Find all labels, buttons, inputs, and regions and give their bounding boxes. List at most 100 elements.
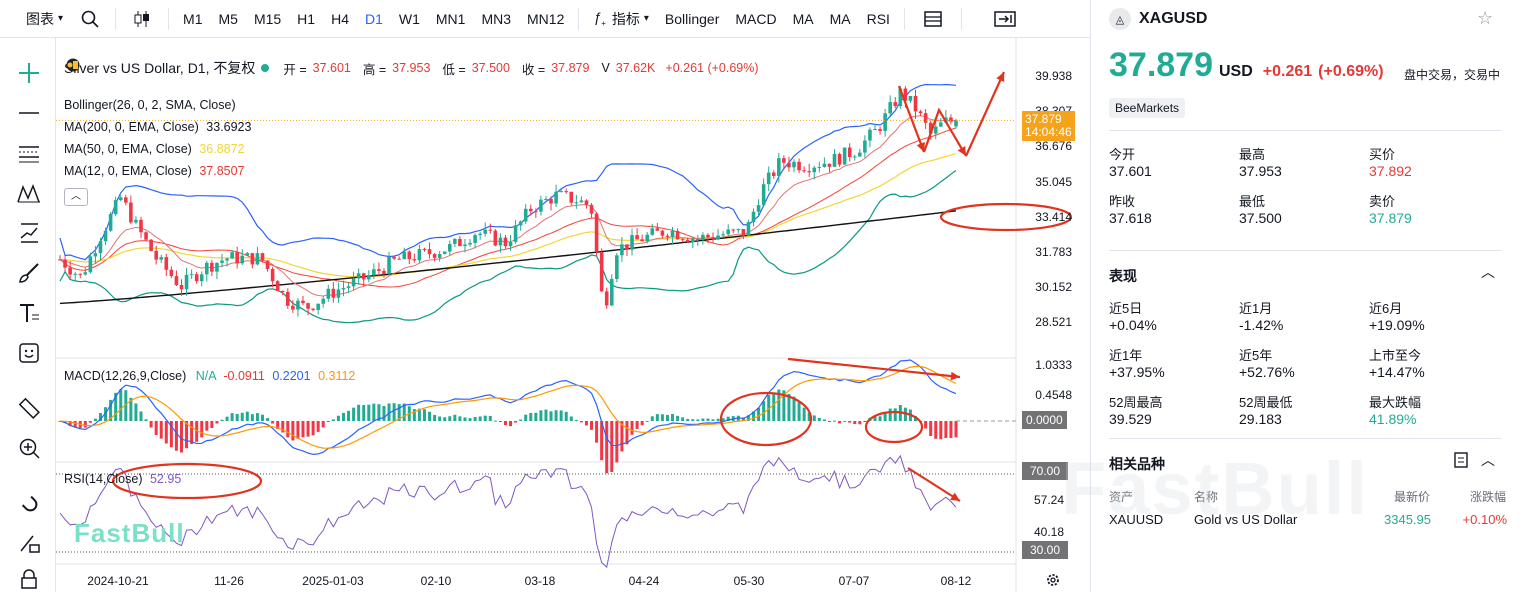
timeframe-mn1[interactable]: MN1 <box>435 10 466 27</box>
channel-tool[interactable] <box>14 138 44 168</box>
candle-body <box>164 257 169 270</box>
line-tool[interactable] <box>14 98 44 128</box>
trend-line-icon <box>19 112 39 114</box>
brush-tool[interactable] <box>14 258 44 288</box>
indicator-rsi[interactable]: RSI <box>866 10 890 27</box>
candle-body <box>402 251 407 260</box>
candle-body <box>149 239 153 251</box>
macd-hist-bar <box>716 418 720 421</box>
lock-drawings-tool[interactable] <box>14 528 44 558</box>
macd-hist-bar <box>377 404 381 421</box>
macd-legend[interactable]: MACD(12,26,9,Close) N/A -0.0911 0.2201 0… <box>64 369 355 383</box>
candle-style-button[interactable] <box>122 0 162 38</box>
candle-body <box>463 244 467 247</box>
macd-hist-bar <box>853 421 857 425</box>
chevron-down-icon: ▾ <box>643 13 649 24</box>
indicator-macd[interactable]: MACD <box>735 10 777 27</box>
related-name: Gold vs US Dollar <box>1194 512 1298 527</box>
ma12-legend[interactable]: MA(12, 0, EMA, Close) 37.8507 <box>64 164 245 178</box>
lock-tool[interactable] <box>14 566 44 592</box>
emoji-tool[interactable] <box>14 338 44 368</box>
timeframe-m15[interactable]: M15 <box>253 10 282 27</box>
timeframe-mn3[interactable]: MN3 <box>481 10 512 27</box>
price-chart[interactable] <box>56 38 1090 592</box>
timeframe-m5[interactable]: M5 <box>218 10 238 27</box>
pattern-tool[interactable] <box>14 178 44 208</box>
candle-body <box>144 232 148 240</box>
ma200-legend[interactable]: MA(200, 0, EMA, Close) 33.6923 <box>64 120 251 134</box>
related-list-button[interactable] <box>1453 452 1469 473</box>
favorite-button[interactable]: ☆ <box>1477 8 1493 29</box>
indicator-bollinger[interactable]: Bollinger <box>664 10 720 27</box>
macd-hist-bar <box>595 421 599 443</box>
projection-tool[interactable] <box>14 218 44 248</box>
collapse-legend-button[interactable]: ︿ <box>64 188 88 206</box>
macd-hist-bar <box>706 418 710 421</box>
chart-area[interactable]: Silver vs US Dollar, D1, 不复权 开 = 37.601 高… <box>56 38 1090 592</box>
macd-hist-bar <box>98 413 102 421</box>
macd-hist-bar <box>782 390 786 421</box>
stat-value: 37.892 <box>1369 163 1412 179</box>
layout-button[interactable] <box>911 0 955 38</box>
date-tick: 2025-01-03 <box>302 574 364 588</box>
price-tick: 33.414 <box>1035 209 1072 224</box>
timeframe-h4[interactable]: H4 <box>331 10 349 27</box>
candle-body <box>285 291 290 306</box>
chevron-up-icon: ︿ <box>1481 264 1495 280</box>
candle-body <box>822 163 827 167</box>
macd-hist-bar <box>169 421 173 448</box>
price-tick: 28.521 <box>1035 315 1072 330</box>
macd-hist-bar <box>590 421 594 430</box>
timeframe-m1[interactable]: M1 <box>183 10 203 27</box>
indicators-button[interactable]: ƒ+ 指标 ▾ <box>585 0 657 38</box>
candle-body <box>63 259 67 268</box>
crosshair-tool[interactable] <box>14 58 44 88</box>
macd-hist-bar <box>250 414 254 421</box>
timeframe-h1[interactable]: H1 <box>297 10 316 27</box>
magnet-tool[interactable] <box>14 488 44 518</box>
text-tool[interactable] <box>14 298 44 328</box>
search-button[interactable] <box>71 0 109 38</box>
related-row[interactable]: XAUUSD Gold vs US Dollar 3345.95 +0.10% <box>1091 510 1522 532</box>
perf-value: +37.95% <box>1109 364 1165 380</box>
collapse-panel-button[interactable] <box>968 0 1030 38</box>
rsi-legend[interactable]: RSI(14,Close) 52.95 <box>64 472 181 486</box>
macd-hist-bar <box>777 389 781 421</box>
macd-hist-bar <box>159 421 163 439</box>
related-collapse-button[interactable]: ︿ <box>1481 450 1495 470</box>
candle-body <box>817 166 822 168</box>
candle-body <box>361 273 366 280</box>
ma50-legend[interactable]: MA(50, 0, EMA, Close) 36.8872 <box>64 142 245 156</box>
macd-hist-bar <box>574 420 578 422</box>
macd-hist-bar <box>190 421 194 444</box>
candle-body <box>124 197 128 203</box>
timeframe-mn12[interactable]: MN12 <box>527 10 565 27</box>
candle-body <box>685 239 690 242</box>
measure-tool[interactable] <box>14 393 44 423</box>
macd-hist-bar <box>559 410 563 421</box>
candle-body <box>574 202 579 204</box>
zoom-tool[interactable] <box>14 433 44 463</box>
date-tick: 03-18 <box>524 574 556 588</box>
candle-body <box>442 251 447 255</box>
candle-body <box>782 158 786 163</box>
macd-hist-bar <box>514 421 518 423</box>
bollinger-legend[interactable]: Bollinger(26, 0, 2, SMA, Close) <box>64 98 236 112</box>
macd-hist-bar <box>144 419 148 421</box>
related-col-header: 名称 <box>1194 490 1219 504</box>
macd-hist-bar <box>473 417 477 421</box>
performance-collapse-button[interactable]: ︿ <box>1481 262 1495 282</box>
candle-body <box>179 285 184 290</box>
indicator-ma[interactable]: MA <box>792 10 814 27</box>
timeframe-d1[interactable]: D1 <box>364 10 383 27</box>
candle-body <box>154 250 158 260</box>
timeframe-w1[interactable]: W1 <box>398 10 420 27</box>
candle-body <box>771 172 776 177</box>
ma50-value: 36.8872 <box>199 142 245 156</box>
chart-type-dropdown[interactable]: 图表 ▾ <box>0 0 71 38</box>
indicator-ma[interactable]: MA <box>829 10 851 27</box>
stat-label: 最低 <box>1239 194 1266 209</box>
macd-hist-bar <box>129 397 133 421</box>
stat-label: 最高 <box>1239 147 1266 162</box>
candle-body <box>306 303 310 309</box>
